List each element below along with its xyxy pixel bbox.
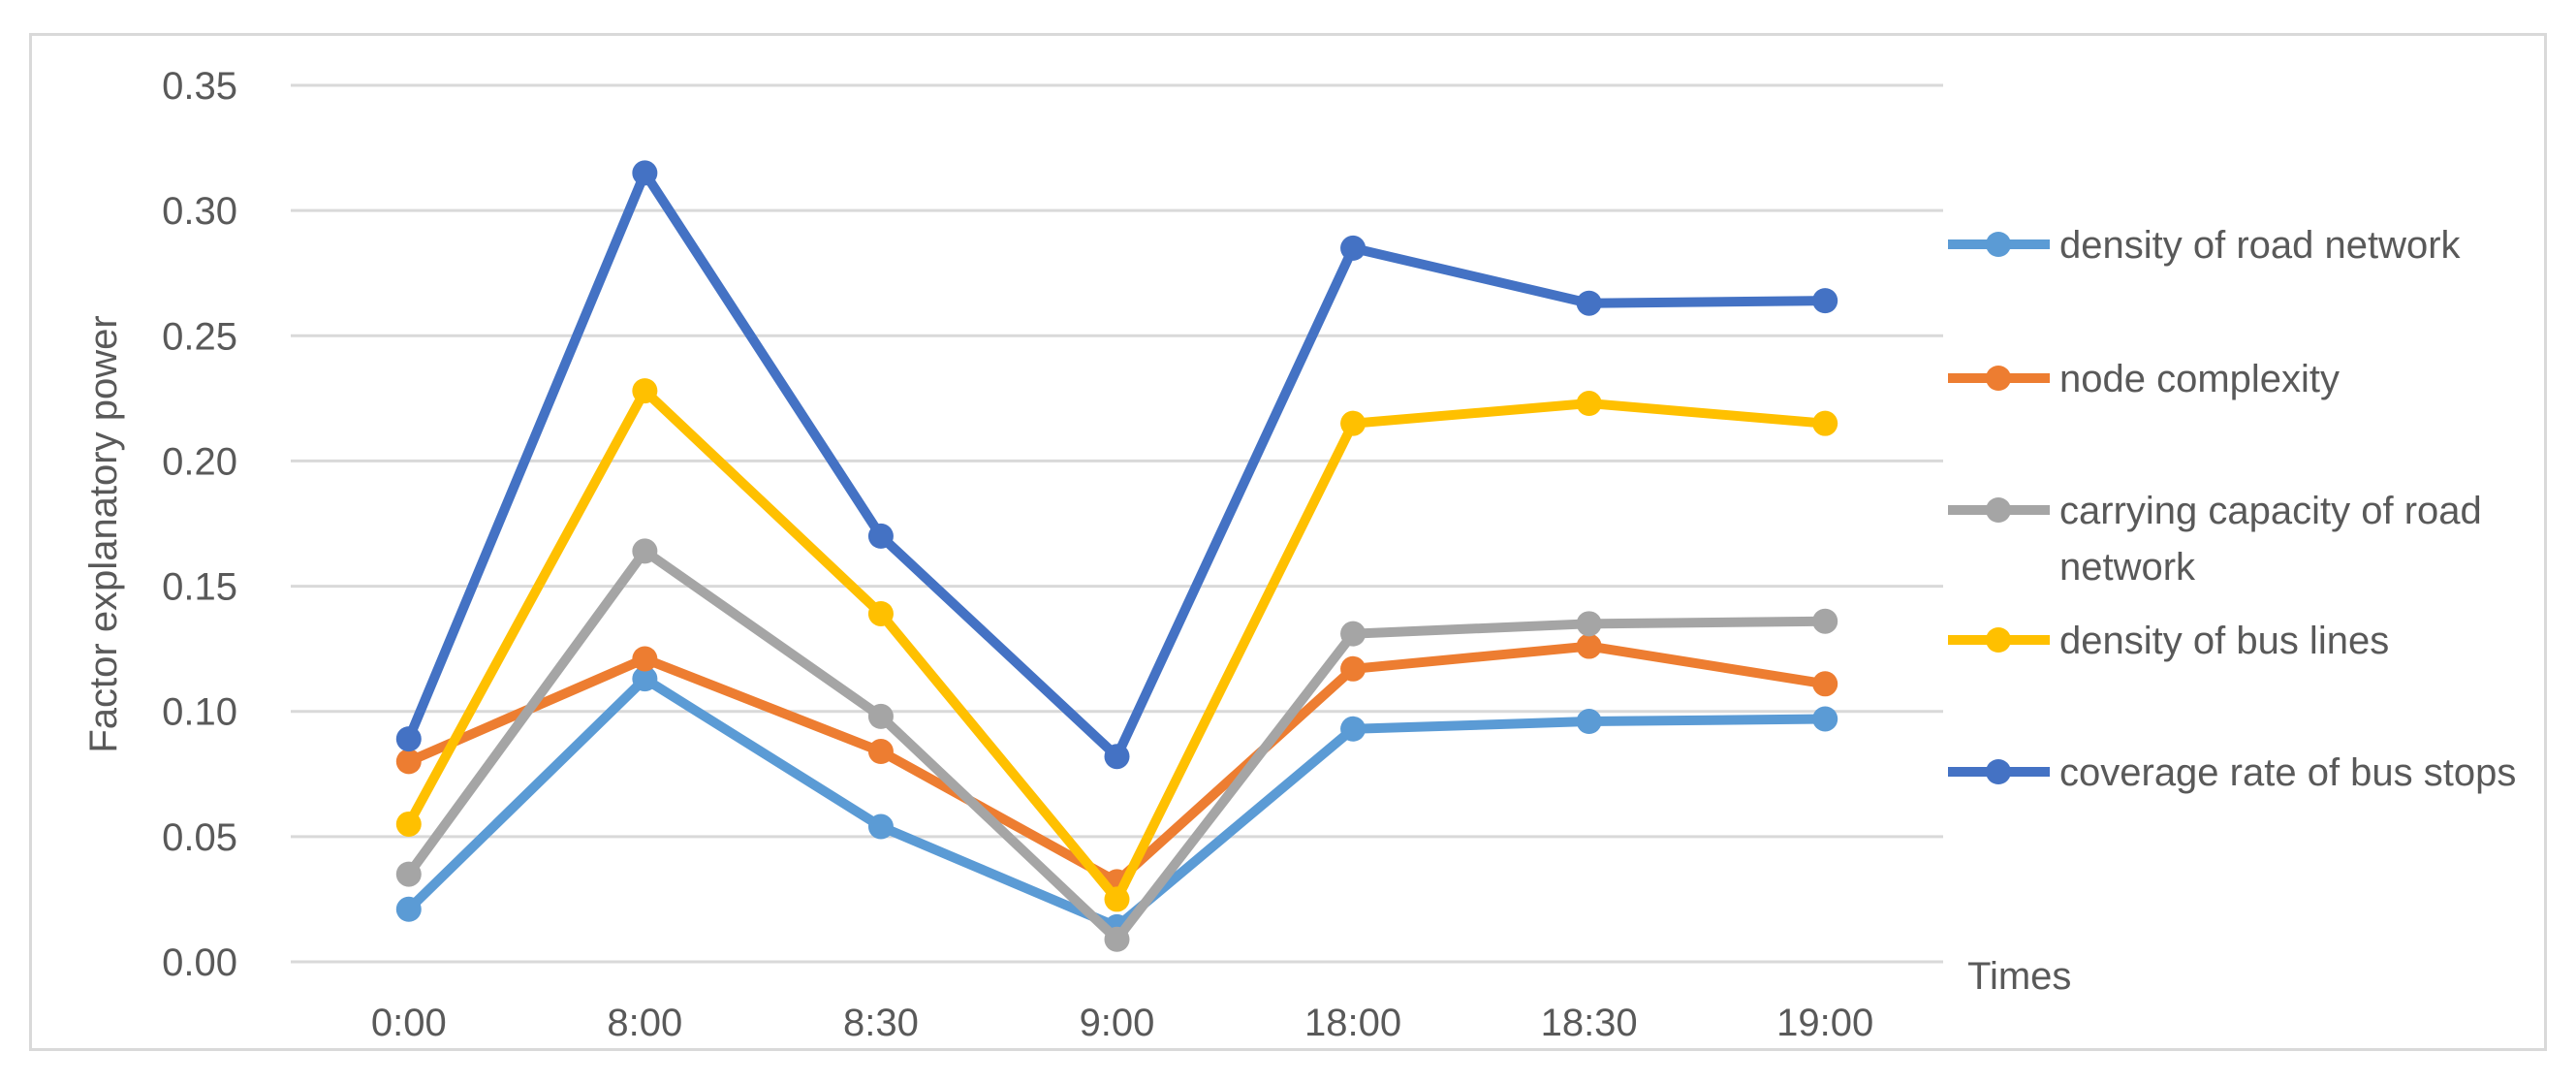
y-tick-label: 0.10 <box>162 691 237 734</box>
legend-item: carrying capacity of road network <box>1948 490 2482 589</box>
data-point <box>1340 655 1367 682</box>
data-point <box>395 749 422 775</box>
y-tick-label: 0.30 <box>162 190 237 233</box>
data-point <box>632 646 658 672</box>
data-point <box>395 896 422 922</box>
x-tick-label: 18:00 <box>1304 1002 1401 1044</box>
legend-swatch-marker <box>1986 497 2011 523</box>
y-tick-label: 0.00 <box>162 941 237 984</box>
legend-swatch-marker <box>1986 366 2011 391</box>
legend-item: coverage rate of bus stops <box>1948 751 2516 794</box>
data-point <box>867 813 894 840</box>
legend-swatch-marker <box>1986 759 2011 784</box>
data-point <box>1812 706 1838 732</box>
data-point <box>867 739 894 765</box>
data-point <box>1104 926 1130 952</box>
data-point <box>632 538 658 564</box>
x-tick-label: 9:00 <box>1080 1002 1155 1044</box>
series-1 <box>395 633 1838 895</box>
data-point <box>1576 709 1602 735</box>
data-point <box>867 600 894 626</box>
x-axis-title: Times <box>1967 955 2071 998</box>
data-point <box>395 726 422 752</box>
legend-label: node complexity <box>2059 358 2340 400</box>
series-2 <box>395 538 1838 952</box>
data-point <box>1340 716 1367 742</box>
data-point <box>1812 608 1838 634</box>
data-point <box>1576 290 1602 316</box>
x-tick-labels: 0:00 8:00 8:30 9:00 18:00 18:30 19:00 <box>371 1002 1873 1044</box>
legend-label: density of road network <box>2059 224 2462 267</box>
y-tick-label: 0.35 <box>162 65 237 108</box>
series-line <box>403 386 1831 905</box>
data-point <box>867 523 894 549</box>
data-point <box>1576 391 1602 417</box>
legend-label: density of bus lines <box>2059 620 2389 662</box>
data-point <box>395 861 422 887</box>
series-lines <box>395 160 1838 952</box>
x-tick-label: 0:00 <box>371 1002 447 1044</box>
series-3 <box>395 378 1838 912</box>
legend-item: node complexity <box>1948 358 2340 400</box>
y-axis-title: Factor explanatory power <box>82 315 125 752</box>
data-point <box>1812 410 1838 436</box>
x-tick-label: 19:00 <box>1776 1002 1873 1044</box>
x-tick-label: 8:00 <box>607 1002 682 1044</box>
chart-frame <box>29 33 2547 1051</box>
data-point <box>632 666 658 692</box>
legend-label: carrying capacity of road network <box>2059 490 2482 589</box>
data-point <box>1812 288 1838 314</box>
legend-item: density of bus lines <box>1948 620 2389 662</box>
series-4 <box>395 160 1838 770</box>
data-point <box>632 378 658 404</box>
legend: density of road network node complexity ca… <box>1948 224 2516 794</box>
data-point <box>867 703 894 729</box>
data-point <box>1104 886 1130 912</box>
data-point <box>395 811 422 837</box>
data-point <box>1812 671 1838 697</box>
data-point <box>1576 611 1602 637</box>
data-point <box>1576 633 1602 659</box>
y-tick-label: 0.25 <box>162 315 237 358</box>
data-point <box>1104 744 1130 770</box>
legend-label: coverage rate of bus stops <box>2059 751 2516 794</box>
x-tick-label: 8:30 <box>843 1002 919 1044</box>
legend-item: density of road network <box>1948 224 2462 267</box>
y-tick-label: 0.20 <box>162 440 237 483</box>
legend-swatch-marker <box>1986 627 2011 653</box>
data-point <box>632 160 658 186</box>
y-tick-label: 0.05 <box>162 816 237 859</box>
gridlines <box>291 83 1943 964</box>
x-tick-label: 18:30 <box>1541 1002 1638 1044</box>
data-point <box>1340 410 1367 436</box>
data-point <box>1340 621 1367 647</box>
data-point <box>1340 235 1367 261</box>
legend-swatch-marker <box>1986 232 2011 257</box>
y-tick-labels: 0.00 0.05 0.10 0.15 0.20 0.25 0.30 0.35 <box>162 65 237 984</box>
y-tick-label: 0.15 <box>162 566 237 609</box>
